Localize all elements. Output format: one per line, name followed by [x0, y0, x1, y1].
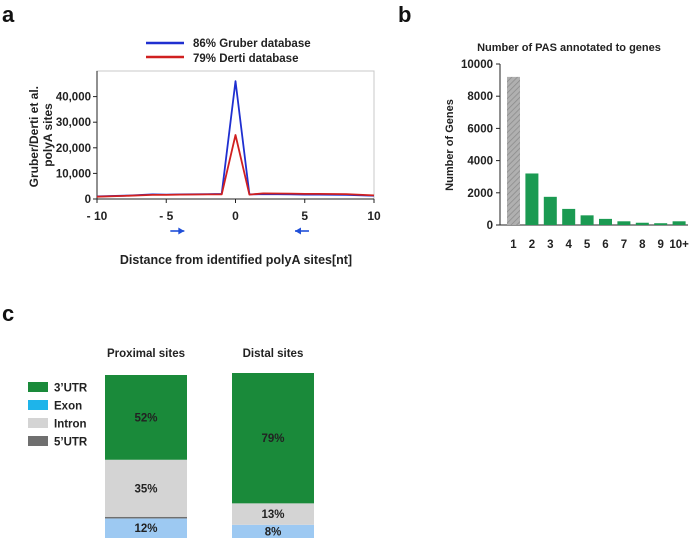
- segment-label-intron-distal-sites: 13%: [261, 509, 284, 521]
- legend-label-5-utr: 5’UTR: [54, 437, 88, 449]
- y-tick-label-a: 40,000: [56, 92, 91, 104]
- segment-label-3-utr-distal-sites: 79%: [261, 433, 284, 445]
- y-tick-label-b: 6000: [467, 123, 493, 135]
- bar-4: [562, 208, 576, 225]
- category-label-proximal-sites: Proximal sites: [107, 348, 185, 360]
- y-tick-label-b: 10000: [461, 59, 493, 71]
- x-tick-label-b: 3: [547, 239, 553, 251]
- x-tick-label-b: 1: [510, 239, 517, 251]
- y-tick-label-a: 20,000: [56, 143, 91, 155]
- x-tick-label-a: 5: [301, 209, 308, 223]
- x-tick-label-a: 10: [367, 209, 381, 223]
- segment-3-utr-proximal-sites: [105, 375, 187, 460]
- segment-label-intron-proximal-sites: 35%: [134, 483, 157, 495]
- series-line-79-derti-database: [96, 134, 375, 198]
- y-axis-label-a-line2: polyA sites: [41, 103, 55, 167]
- segment-exon-distal-sites: [232, 524, 314, 538]
- bar-2: [525, 173, 539, 225]
- bar-10: [672, 221, 686, 225]
- x-axis-label-a: Distance from identified polyA sites[nt]: [120, 253, 352, 267]
- panel-a-line-chart: 86% Gruber database 79% Derti database 0…: [27, 38, 381, 267]
- legend-label-gruber: 86% Gruber database: [193, 38, 311, 50]
- segment-3-utr-distal-sites: [232, 373, 314, 504]
- segment-label-exon-proximal-sites: 12%: [134, 523, 157, 535]
- legend-c: 3’UTR Exon Intron 5’UTR: [28, 382, 88, 449]
- y-tick-label-b: 4000: [467, 156, 493, 168]
- bar-5: [580, 215, 594, 225]
- legend-swatch-5-utr: [28, 436, 48, 446]
- bar-8: [635, 222, 649, 225]
- segment-intron-proximal-sites: [105, 459, 187, 517]
- y-tick-label-b: 8000: [467, 91, 493, 103]
- x-tick-label-b: 8: [639, 239, 646, 251]
- panel-c-stacked-bar-chart: 3’UTR Exon Intron 5’UTR Proximal sites 12% 35…: [28, 348, 314, 538]
- panel-label-a: a: [2, 2, 15, 27]
- arrow-right-icon: [170, 227, 185, 235]
- segment-label-3-utr-proximal-sites: 52%: [134, 412, 157, 424]
- segment-intron-distal-sites: [232, 503, 314, 525]
- legend-label-3-utr: 3’UTR: [54, 383, 88, 395]
- legend-label-intron: Intron: [54, 419, 87, 431]
- segment-exon-proximal-sites: [105, 518, 187, 538]
- legend-label-exon: Exon: [54, 401, 82, 413]
- x-tick-label-b: 2: [529, 239, 535, 251]
- x-tick-label-b: 7: [621, 239, 627, 251]
- y-tick-label-b: 0: [487, 220, 493, 232]
- panel-b-bar-chart: Number of PAS annotated to genes 0 2000 40…: [444, 42, 689, 251]
- y-tick-label-a: 0: [85, 194, 91, 206]
- legend-a: 86% Gruber database 79% Derti database: [146, 38, 311, 65]
- y-tick-label-a: 30,000: [56, 117, 91, 129]
- panel-label-c: c: [2, 301, 14, 326]
- x-tick-label-b: 5: [584, 239, 591, 251]
- bar-3: [543, 196, 557, 225]
- y-axis-label-a-line1: Gruber/Derti et al.: [27, 86, 41, 187]
- bar-7: [617, 221, 631, 225]
- arrow-left-icon: [294, 227, 309, 235]
- legend-swatch-3-utr: [28, 382, 48, 392]
- category-label-distal-sites: Distal sites: [243, 348, 304, 360]
- x-tick-label-b: 6: [602, 239, 608, 251]
- y-axis-label-b: Number of Genes: [444, 99, 456, 191]
- y-tick-label-b: 2000: [467, 188, 493, 200]
- bar-6: [599, 218, 612, 225]
- x-tick-label-b: 4: [565, 239, 572, 251]
- x-tick-label-a: - 5: [159, 209, 173, 223]
- legend-swatch-intron: [28, 418, 48, 428]
- legend-label-derti: 79% Derti database: [193, 53, 298, 65]
- x-tick-label-b: 9: [657, 239, 663, 251]
- bar-9: [654, 223, 668, 225]
- y-axis-label-a: Gruber/Derti et al. polyA sites: [27, 83, 55, 188]
- segment-label-exon-distal-sites: 8%: [265, 526, 282, 538]
- panel-label-b: b: [398, 2, 411, 27]
- x-tick-label-b: 10+: [669, 239, 689, 251]
- bar-1: [507, 76, 520, 225]
- legend-swatch-exon: [28, 400, 48, 410]
- x-tick-label-a: - 10: [87, 209, 108, 223]
- x-tick-label-a: 0: [232, 209, 239, 223]
- segment-5-utr-proximal-sites: [105, 516, 187, 519]
- chart-title-b: Number of PAS annotated to genes: [477, 42, 661, 54]
- y-tick-label-a: 10,000: [56, 168, 91, 180]
